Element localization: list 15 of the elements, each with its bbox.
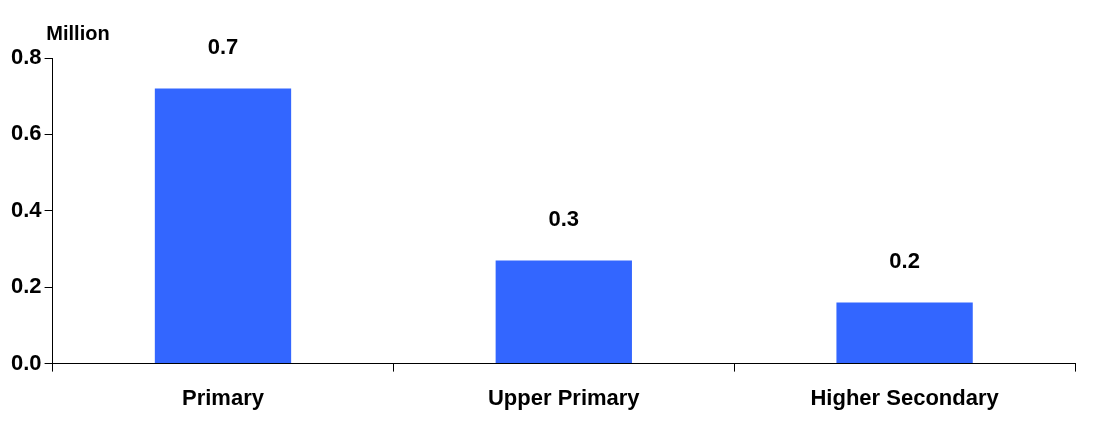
y-tick-label: 0.2 <box>10 273 42 299</box>
bar <box>836 302 973 364</box>
data-label: 0.2 <box>889 247 920 273</box>
data-label: 0.3 <box>548 205 580 231</box>
bar <box>495 260 632 364</box>
bar <box>154 88 292 364</box>
y-tick-label: 0.4 <box>10 196 43 222</box>
y-axis-title: Million <box>46 21 110 44</box>
x-tick-label: Upper Primary <box>487 384 641 410</box>
x-tick-label: Primary <box>182 384 265 410</box>
x-tick-label: Higher Secondary <box>810 384 1000 410</box>
y-tick-label: 0.6 <box>10 120 42 146</box>
data-label: 0.7 <box>207 33 239 59</box>
y-tick-label: 0.0 <box>10 349 42 375</box>
y-tick-label: 0.8 <box>10 44 42 70</box>
